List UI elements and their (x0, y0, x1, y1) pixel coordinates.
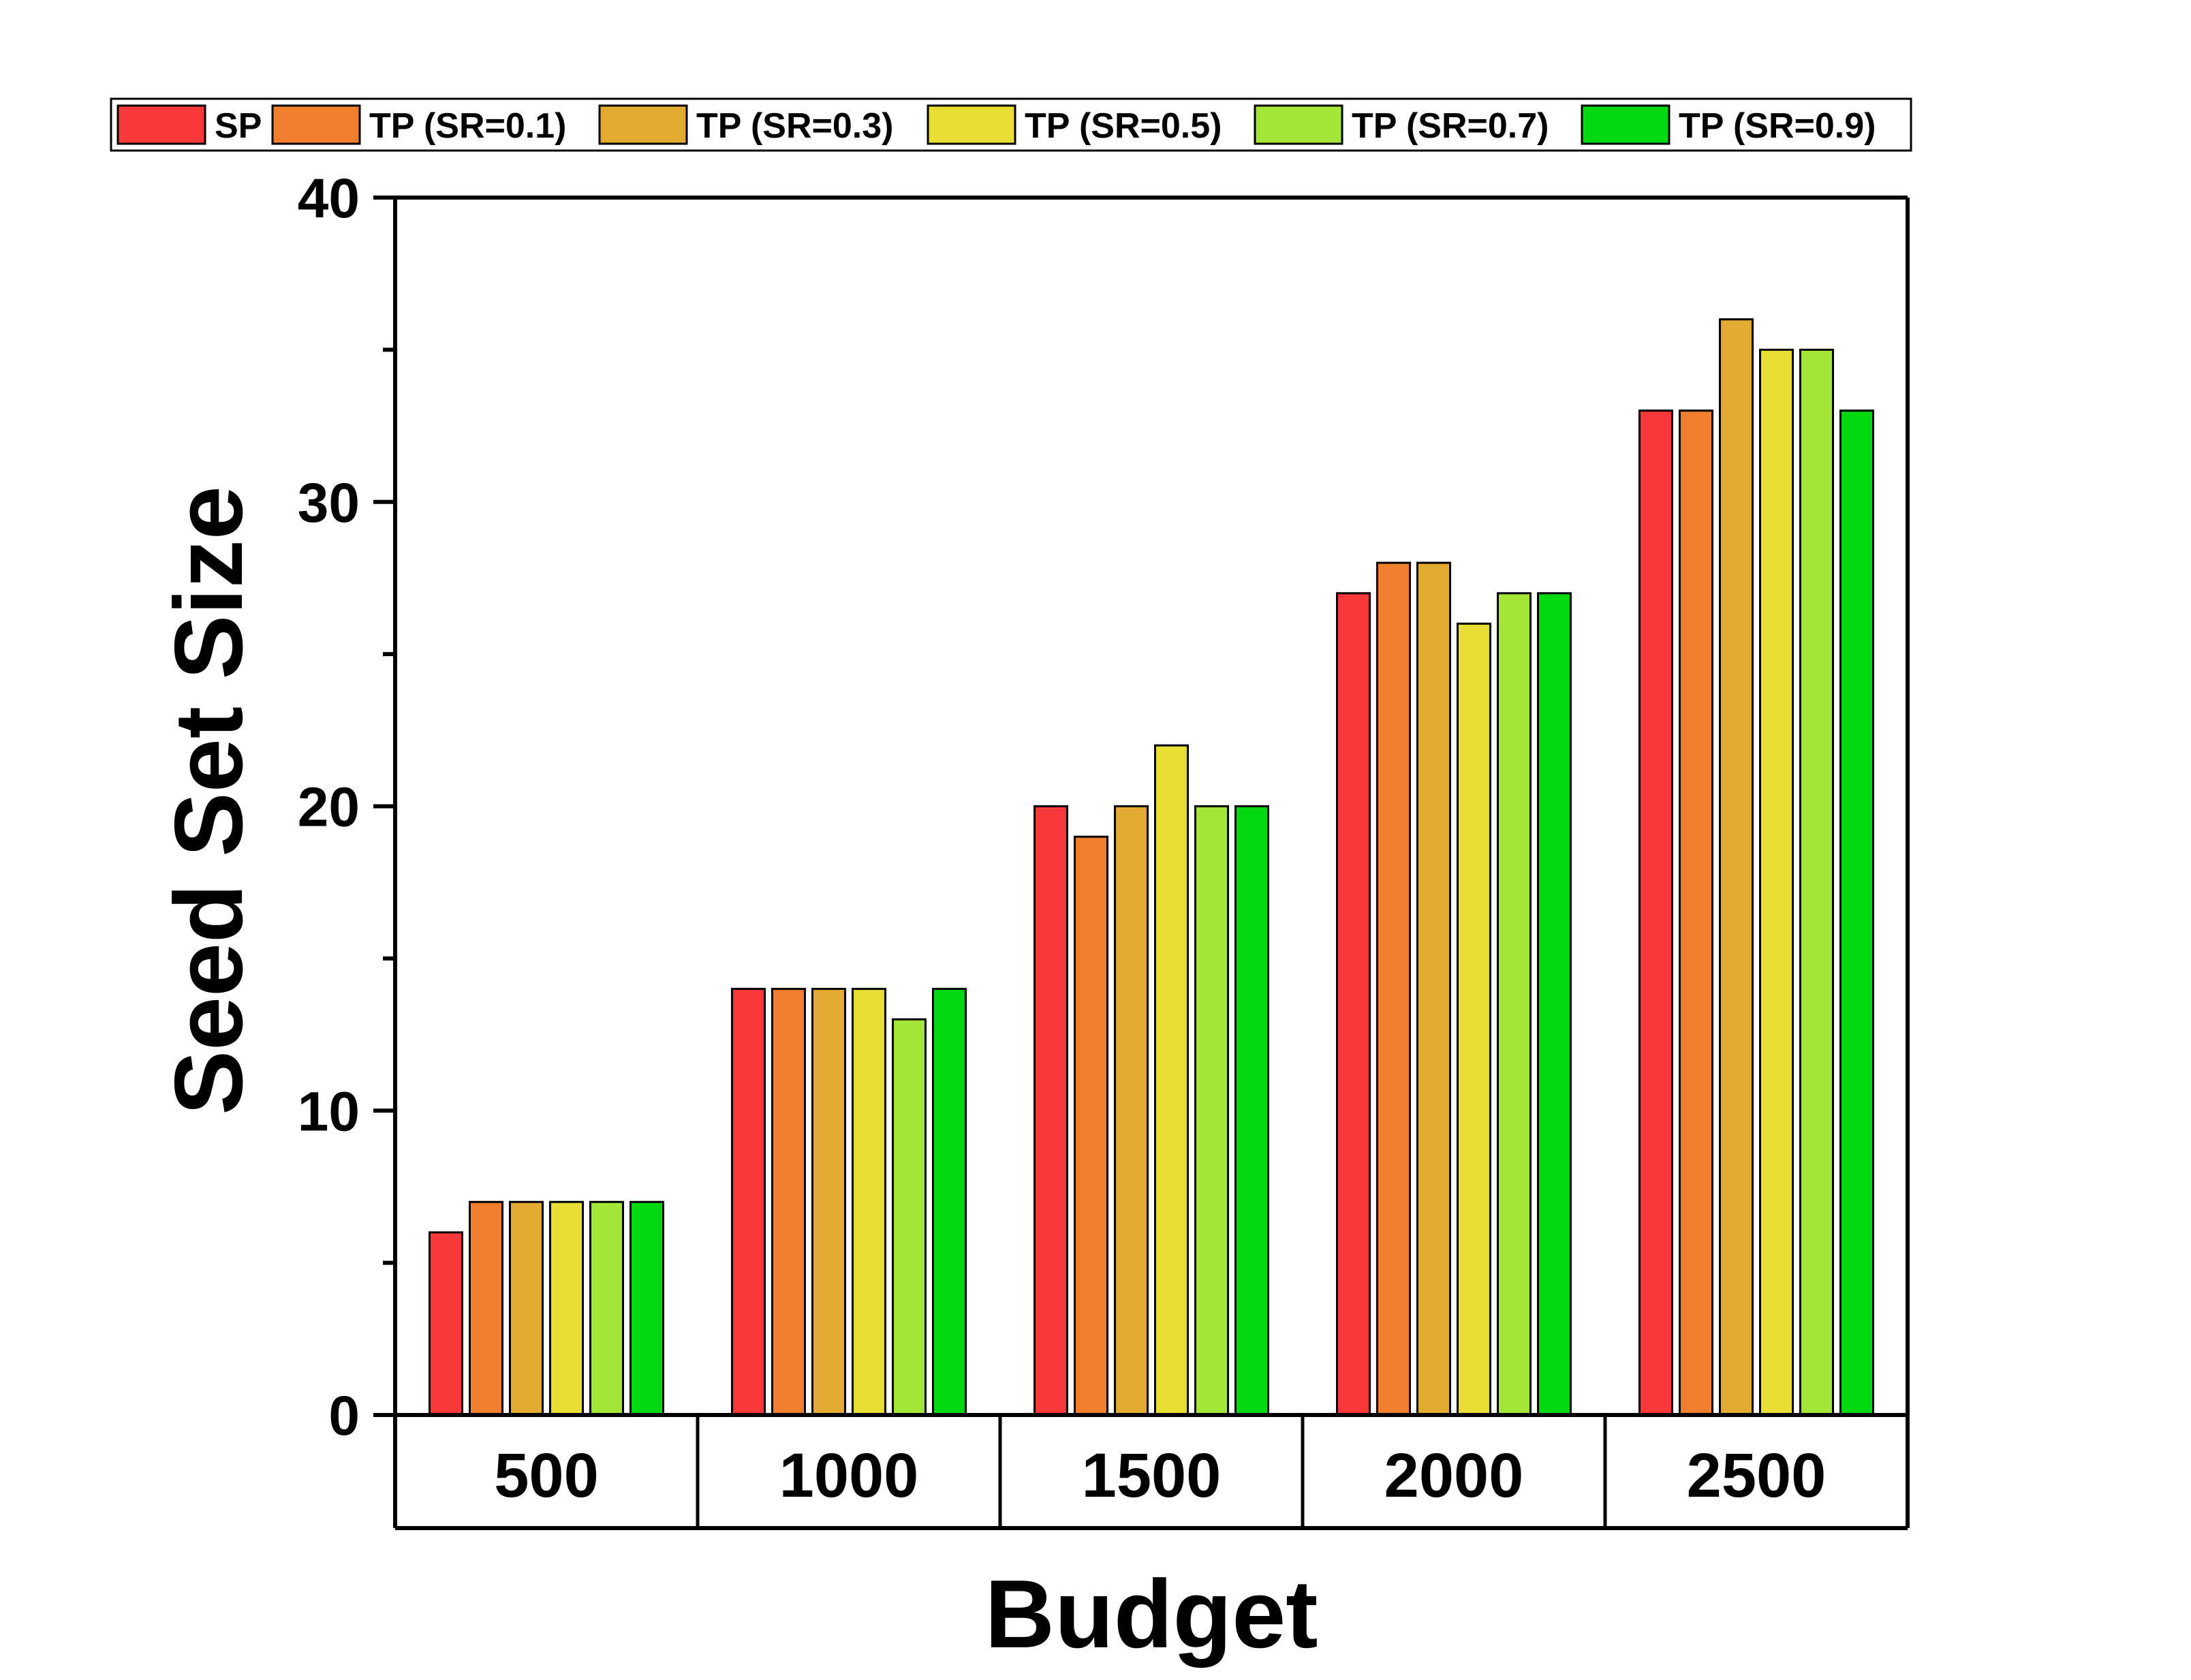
bar (589, 1200, 624, 1416)
y-tick-label: 40 (298, 168, 360, 230)
legend-label: TP (SR=0.9) (1679, 106, 1876, 146)
y-tick-label: 20 (298, 777, 360, 839)
y-tick-label: 30 (298, 472, 360, 534)
bar (1034, 805, 1068, 1416)
legend-swatch (1254, 104, 1343, 145)
axes: 500 1000 1500 2000 2500 0 10 20 30 40 (298, 168, 1910, 1530)
legend-label: TP (SR=0.3) (696, 106, 893, 146)
legend: SP TP (SR=0.1) TP (SR=0.3) TP (SR=0.5) TP (S… (110, 97, 1912, 152)
x-tick-label: 2500 (1687, 1441, 1827, 1510)
bar (1074, 835, 1108, 1416)
bar (1799, 348, 1834, 1416)
x-tick-label: 2000 (1384, 1441, 1524, 1510)
bar (771, 988, 806, 1416)
bar (1416, 561, 1451, 1416)
bar (1376, 561, 1411, 1416)
bar (1234, 805, 1269, 1416)
bar (1759, 348, 1794, 1416)
bar (1719, 318, 1754, 1416)
legend-swatch (116, 104, 206, 145)
legend-label: SP (215, 106, 262, 146)
bar (1457, 622, 1491, 1416)
bar (1336, 592, 1371, 1416)
legend-swatch (271, 104, 361, 145)
bar (469, 1200, 503, 1416)
x-axis-title: Budget (984, 1560, 1318, 1668)
x-tick-label: 1000 (779, 1441, 919, 1510)
bar (1497, 592, 1532, 1416)
bar (1537, 592, 1572, 1416)
bar (1679, 409, 1713, 1416)
legend-label: TP (SR=0.7) (1352, 106, 1549, 146)
bar (852, 988, 886, 1416)
x-tick-label: 1500 (1082, 1441, 1222, 1510)
legend-swatch (1581, 104, 1671, 145)
bar (1114, 805, 1149, 1416)
bar (509, 1200, 544, 1416)
y-tick-label: 10 (298, 1080, 360, 1142)
legend-label: TP (SR=0.5) (1025, 106, 1222, 146)
bar (932, 988, 967, 1416)
y-axis-title: Seed Set Size (155, 486, 263, 1115)
bar (811, 988, 846, 1416)
bar (1638, 409, 1673, 1416)
bar (630, 1200, 664, 1416)
legend-swatch (598, 104, 688, 145)
bar (1154, 744, 1189, 1416)
bars (429, 318, 1874, 1416)
legend-swatch (927, 104, 1016, 145)
bar (1194, 805, 1229, 1416)
bar (549, 1200, 584, 1416)
legend-label: TP (SR=0.1) (369, 106, 566, 146)
y-tick-label: 0 (328, 1385, 360, 1447)
bar (1839, 409, 1874, 1416)
bar (429, 1231, 463, 1416)
x-tick-label: 500 (494, 1441, 599, 1510)
bar (892, 1018, 927, 1416)
bar (731, 988, 766, 1416)
